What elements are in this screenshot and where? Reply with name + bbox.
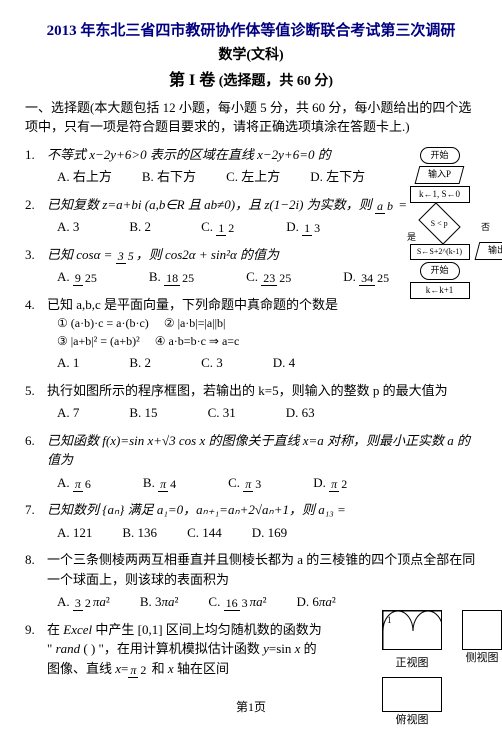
option-a: A. 1	[57, 353, 79, 373]
sub-3: ③ |a+b|² = (a+b)²	[57, 334, 140, 348]
option-d: D. 13	[286, 217, 322, 237]
option-a: A. 121	[57, 523, 92, 543]
question-8: 8. 一个三条侧棱两两互相垂直并且侧棱长都为 a 的三棱锥的四个顶点全部在同一个…	[25, 550, 477, 612]
option-b: B. 2	[129, 353, 151, 373]
option-c: C. 左上方	[226, 167, 280, 187]
option-b: B. 15	[129, 403, 157, 423]
q-text: 已知数列 {aₙ} 满足 a₁=0，aₙ₊₁=aₙ+2√aₙ+1，则 a₁₃ =	[47, 502, 346, 517]
option-d: D. 63	[286, 403, 315, 423]
q-text: 不等式 x−2y+6>0 表示的区域在直线 x−2y+6=0 的	[47, 147, 331, 162]
option-a: A. 32πa²	[57, 592, 110, 612]
option-a: A. 右上方	[57, 167, 112, 187]
q-num: 2.	[25, 195, 35, 215]
option-c: C. 163πa²	[208, 592, 266, 612]
section-big: 第 I 卷	[169, 72, 215, 89]
question-2: 2. 已知复数 z=a+bi (a,b∈R 且 ab≠0)，且 z(1−2i) …	[25, 195, 477, 237]
q-text: 已知复数 z=a+bi (a,b∈R 且 ab≠0)，且 z(1−2i) 为实数…	[47, 197, 407, 212]
q-text: 在 Excel 中产生 [0,1] 区间上均匀随机数的函数为 " rand ( …	[47, 622, 322, 676]
q-num: 8.	[25, 550, 35, 570]
q-text: 执行如图所示的程序框图，若输出的 k=5，则输入的整数 p 的最大值为	[47, 383, 448, 398]
option-a: A. 925	[57, 267, 99, 287]
option-d: D. 169	[252, 523, 287, 543]
question-9: 9. 在 Excel 中产生 [0,1] 区间上均匀随机数的函数为 " rand…	[25, 620, 477, 679]
option-c: C. 12	[201, 217, 236, 237]
option-c: C. π3	[228, 473, 263, 493]
exam-title: 2013 年东北三省四市教研协作体等值诊断联合考试第三次调研	[25, 20, 477, 43]
option-d: D. 3425	[343, 267, 391, 287]
option-b: B. 右下方	[142, 167, 196, 187]
option-b: B. π4	[143, 473, 178, 493]
option-d: D. π2	[313, 473, 349, 493]
flow-no: 否	[481, 221, 490, 235]
q-num: 3.	[25, 245, 35, 265]
option-d: D. 6πa²	[297, 592, 336, 612]
question-7: 7. 已知数列 {aₙ} 满足 a₁=0，aₙ₊₁=aₙ+2√aₙ+1，则 a₁…	[25, 500, 477, 542]
svg-text:1: 1	[387, 615, 392, 625]
question-4: 4. 已知 a,b,c 是平面向量，下列命题中真命题的个数是 ① (a·b)·c…	[25, 295, 477, 373]
question-6: 6. 已知函数 f(x)=sin x+√3 cos x 的图像关于直线 x=a …	[25, 431, 477, 493]
instructions: 一、选择题(本大题包括 12 小题，每小题 5 分，共 60 分，每小题给出的四…	[25, 98, 477, 137]
q-text: 一个三条侧棱两两互相垂直并且侧棱长都为 a 的三棱锥的四个顶点全部在同一个球面上…	[47, 552, 475, 587]
exam-subject: 数学(文科)	[25, 45, 477, 66]
option-a: A. π6	[57, 473, 93, 493]
q-num: 4.	[25, 295, 35, 315]
option-d: D. 左下方	[310, 167, 365, 187]
q-text: 已知函数 f(x)=sin x+√3 cos x 的图像关于直线 x=a 对称，…	[47, 433, 470, 468]
front-view: 1 正视图	[382, 610, 442, 672]
q-num: 6.	[25, 431, 35, 451]
sub-2: ② |a·b|=|a||b|	[164, 316, 226, 330]
option-b: B. 2	[129, 217, 151, 237]
q-num: 5.	[25, 381, 35, 401]
question-3: 3. 已知 cosα = 35，则 cos2α + sin²α 的值为 A. 9…	[25, 245, 477, 287]
option-b: B. 136	[122, 523, 157, 543]
option-a: A. 3	[57, 217, 79, 237]
option-b: B. 1825	[149, 267, 196, 287]
sub-1: ① (a·b)·c = a·(b·c)	[57, 316, 149, 330]
q-num: 1.	[25, 145, 35, 165]
question-5: 5. 执行如图所示的程序框图，若输出的 k=5，则输入的整数 p 的最大值为 A…	[25, 381, 477, 423]
section-small: (选择题，共 60 分)	[219, 74, 333, 89]
sub-4: ④ a·b=b·c ⇒ a=c	[155, 334, 240, 348]
question-1: 1. 不等式 x−2y+6>0 表示的区域在直线 x−2y+6=0 的 A. 右…	[25, 145, 477, 187]
option-c: C. 31	[208, 403, 236, 423]
option-a: A. 7	[57, 403, 79, 423]
q-num: 7.	[25, 500, 35, 520]
q-text: 已知 cosα = 35，则 cos2α + sin²α 的值为	[47, 247, 279, 262]
q-text: 已知 a,b,c 是平面向量，下列命题中真命题的个数是	[47, 297, 338, 312]
section-header: 第 I 卷 (选择题，共 60 分)	[25, 69, 477, 93]
top-view: 俯视图	[382, 677, 442, 729]
option-c: C. 3	[201, 353, 223, 373]
side-view: 侧视图	[462, 610, 502, 672]
option-c: C. 2325	[246, 267, 293, 287]
flow-output: 输出k	[475, 242, 502, 260]
q-num: 9.	[25, 620, 35, 640]
option-d: D. 4	[273, 353, 295, 373]
option-c: C. 144	[187, 523, 222, 543]
option-b: B. 3πa²	[140, 592, 179, 612]
